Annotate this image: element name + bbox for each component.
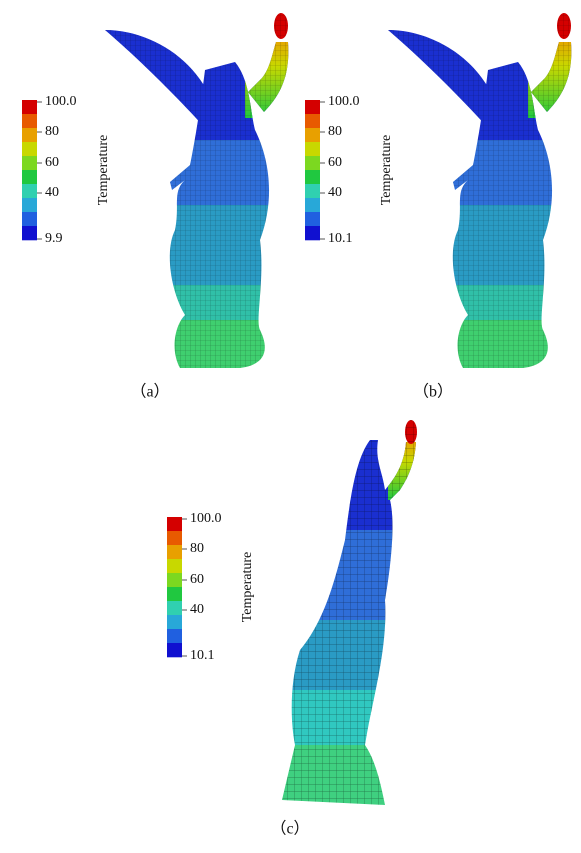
colorbar-segment: [167, 643, 182, 658]
colorbar-segment: [22, 212, 37, 227]
colorbar-segment: [167, 559, 182, 574]
colorbar-segment: [305, 100, 320, 115]
colorbar-segment: [305, 226, 320, 241]
colorbar-segment: [167, 517, 182, 532]
colorbar-segment: [22, 128, 37, 143]
panel-caption: （b）: [413, 383, 453, 401]
colorbar-label: 80: [328, 124, 342, 139]
colorbar-label: 100.0: [45, 94, 77, 109]
colorbar-label: 60: [45, 155, 59, 170]
colorbar-segment: [22, 170, 37, 185]
colorbar-title: Temperature: [240, 552, 255, 623]
colorbar-segment: [167, 531, 182, 546]
colorbar-segment: [22, 142, 37, 157]
colorbar-title: Temperature: [379, 135, 394, 206]
colorbar-title: Temperature: [96, 135, 111, 206]
statue-mesh: [282, 420, 417, 805]
colorbar-segment: [305, 114, 320, 129]
colorbar-segment: [305, 198, 320, 213]
statue-mesh: [383, 13, 581, 370]
panel-caption: （a）: [130, 383, 169, 401]
colorbar-segment: [22, 156, 37, 171]
colorbar-label: 40: [190, 602, 204, 617]
colorbar-segment: [167, 615, 182, 630]
colorbar-segment: [305, 156, 320, 171]
colorbar-segment: [22, 198, 37, 213]
colorbar-segment: [167, 587, 182, 602]
colorbar-label: 100.0: [190, 511, 222, 526]
colorbar-label: 9.9: [45, 231, 63, 246]
colorbar-label: 100.0: [328, 94, 360, 109]
colorbar-segment: [22, 226, 37, 241]
colorbar-label: 40: [328, 185, 342, 200]
colorbar-label: 10.1: [190, 648, 215, 663]
colorbar-segment: [22, 100, 37, 115]
colorbar-segment: [305, 142, 320, 157]
colorbar-label: 80: [45, 124, 59, 139]
panel-caption: （c）: [270, 820, 309, 838]
colorbar-segment: [305, 170, 320, 185]
colorbar-label: 60: [190, 572, 204, 587]
colorbar-segment: [167, 573, 182, 588]
colorbar-segment: [167, 629, 182, 644]
colorbar-segment: [167, 601, 182, 616]
colorbar-label: 60: [328, 155, 342, 170]
statue-mesh: [100, 13, 300, 370]
colorbar-segment: [305, 212, 320, 227]
colorbar-segment: [167, 545, 182, 560]
colorbar-segment: [22, 184, 37, 199]
colorbar-segment: [305, 184, 320, 199]
colorbar-segment: [305, 128, 320, 143]
colorbar-label: 10.1: [328, 231, 353, 246]
colorbar-label: 40: [45, 185, 59, 200]
colorbar-segment: [22, 114, 37, 129]
colorbar-label: 80: [190, 541, 204, 556]
